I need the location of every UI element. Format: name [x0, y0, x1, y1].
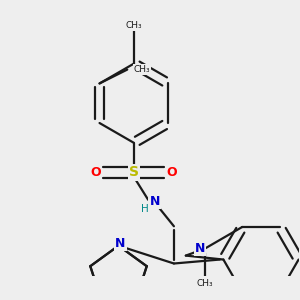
Text: S: S	[129, 166, 139, 179]
Text: N: N	[115, 237, 125, 250]
Text: H: H	[141, 204, 148, 214]
Text: N: N	[195, 242, 206, 255]
Text: O: O	[166, 166, 177, 179]
Text: CH₃: CH₃	[196, 279, 213, 288]
Text: O: O	[91, 166, 101, 179]
Text: N: N	[149, 195, 160, 208]
Text: CH₃: CH₃	[125, 21, 142, 30]
Text: CH₃: CH₃	[134, 65, 150, 74]
